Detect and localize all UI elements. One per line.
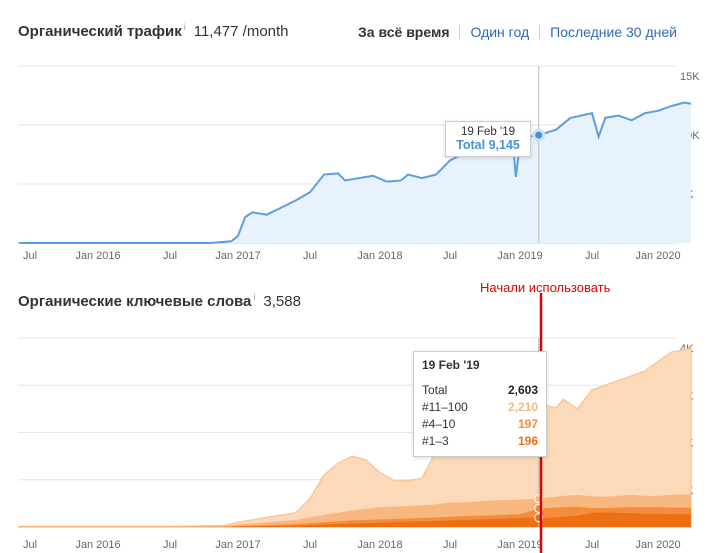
period-divider xyxy=(539,25,541,39)
tooltip-row-total: Total 2,603 xyxy=(422,382,538,399)
x-tick-label: Jul xyxy=(23,539,37,551)
x-tick-label: Jul xyxy=(585,250,599,262)
tooltip-total: Total 9,145 xyxy=(449,138,527,152)
traffic-title: Органический трафик xyxy=(18,23,182,40)
keywords-value: 3,588 xyxy=(263,293,301,310)
x-tick-label: Jan 2018 xyxy=(357,539,402,551)
hover-point xyxy=(532,128,546,142)
period-selector: За всё время Один год Последние 30 дней xyxy=(358,24,687,40)
tooltip-total-value: 9,145 xyxy=(488,138,520,152)
keywords-header: Органические ключевые слова i 3,588 xyxy=(18,292,301,310)
x-tick-label: Jan 2017 xyxy=(215,250,260,262)
tooltip-total-label: Total xyxy=(456,138,486,152)
tooltip-label: #4–10 xyxy=(422,417,456,431)
x-tick-label: Jan 2017 xyxy=(215,539,260,551)
series-1-3-area xyxy=(19,512,692,527)
traffic-value: 11,477 /month xyxy=(193,23,289,40)
annotation-label: Начали использовать xyxy=(480,280,611,295)
period-one-year[interactable]: Один год xyxy=(470,24,530,40)
tooltip-date: 19 Feb '19 xyxy=(422,358,480,372)
x-tick-label: Jul xyxy=(163,250,177,262)
tooltip-label: Total xyxy=(422,383,448,397)
period-last-30-days[interactable]: Последние 30 дней xyxy=(550,24,677,40)
x-tick-label: Jul xyxy=(443,250,457,262)
traffic-area xyxy=(19,102,692,243)
tooltip-value: 197 xyxy=(517,417,538,431)
tooltip-date: 19 Feb '19 xyxy=(461,126,515,138)
period-all-time[interactable]: За всё время xyxy=(358,24,450,40)
tooltip-row-4-10: #4–10 197 xyxy=(422,416,538,433)
tooltip-row-1-3: #1–3 196 xyxy=(422,433,538,450)
tooltip-value: 2,603 xyxy=(507,383,538,397)
x-tick-label: Jul xyxy=(163,539,177,551)
x-tick-label: Jan 2016 xyxy=(75,539,120,551)
info-icon[interactable]: i xyxy=(183,22,186,32)
tooltip-label: #1–3 xyxy=(422,434,449,448)
x-tick-label: Jul xyxy=(443,539,457,551)
keywords-title: Органические ключевые слова xyxy=(18,293,252,310)
x-tick-label: Jul xyxy=(303,539,317,551)
traffic-line xyxy=(19,101,692,244)
x-tick-label: Jul xyxy=(303,250,317,262)
x-tick-label: Jan 2018 xyxy=(357,250,402,262)
tooltip-value: 196 xyxy=(517,434,538,448)
x-tick-label: Jul xyxy=(23,250,37,262)
traffic-tooltip: 19 Feb '19 Total 9,145 xyxy=(445,121,531,157)
tooltip-row-11-100: #11–100 2,210 xyxy=(422,399,538,416)
x-tick-label: Jan 2020 xyxy=(635,539,680,551)
tooltip-label: #11–100 xyxy=(422,400,468,414)
y-tick-label: 15K xyxy=(680,71,700,83)
period-divider xyxy=(459,25,461,39)
tooltip-value: 2,210 xyxy=(507,400,538,414)
info-icon[interactable]: i xyxy=(253,292,256,302)
traffic-header: Органический трафик i 11,477 /month xyxy=(18,22,289,40)
x-tick-label: Jan 2019 xyxy=(497,539,542,551)
keywords-tooltip: 19 Feb '19 Total 2,603 #11–100 2,210 #4–10… xyxy=(413,351,547,457)
x-tick-label: Jan 2020 xyxy=(635,250,680,262)
x-tick-label: Jan 2016 xyxy=(75,250,120,262)
x-tick-label: Jul xyxy=(585,539,599,551)
x-tick-label: Jan 2019 xyxy=(497,250,542,262)
